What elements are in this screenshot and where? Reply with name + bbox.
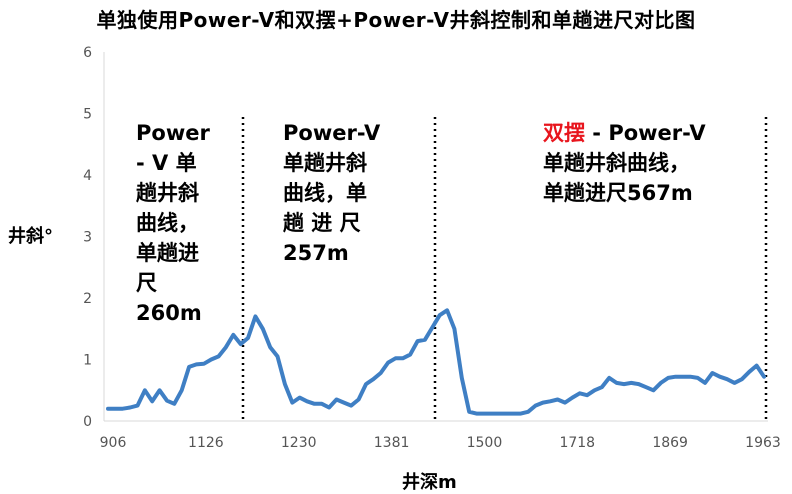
x-tick-label: 1381	[374, 435, 410, 451]
x-tick-label: 1963	[745, 435, 781, 451]
seg2-line: 曲线，单	[283, 181, 367, 205]
x-tick-labels: 906 1126 1230 1381 1500 1718 1869 1963	[100, 435, 781, 451]
x-tick-label: 1230	[281, 435, 317, 451]
seg2-line: 趟 进 尺	[283, 211, 361, 235]
y-tick-labels: 0 1 2 3 4 5 6	[83, 45, 92, 430]
seg2-line: 单趟井斜	[283, 151, 367, 175]
seg1-line: - V 单	[136, 151, 197, 175]
seg1-line: 260m	[136, 301, 202, 325]
x-tick-label: 906	[100, 435, 127, 451]
seg1-line: Power	[136, 121, 210, 145]
x-tick-label: 1869	[652, 435, 688, 451]
seg1-line: 曲线，	[136, 211, 199, 235]
seg2-line: 257m	[283, 241, 349, 265]
y-tick-label: 1	[83, 353, 92, 369]
y-tick-label: 0	[83, 414, 92, 430]
segment-annotation-2: Power-V 单趟井斜 曲线，单 趟 进 尺 257m	[283, 118, 380, 268]
y-tick-label: 2	[83, 291, 92, 307]
seg1-line: 趟井斜	[136, 181, 199, 205]
segment-annotation-1: Power - V 单 趟井斜 曲线， 单趟进 尺 260m	[136, 118, 210, 328]
x-tick-label: 1718	[559, 435, 595, 451]
y-axis-label: 井斜°	[8, 226, 53, 247]
y-tick-label: 4	[83, 168, 92, 184]
y-tick-label: 6	[83, 45, 92, 61]
x-tick-label: 1500	[467, 435, 503, 451]
seg1-line: 尺	[136, 271, 157, 295]
seg3-line: 单趟进尺567m	[543, 181, 693, 205]
seg1-line: 单趟进	[136, 241, 199, 265]
seg3-line: 单趟井斜曲线，	[543, 151, 690, 175]
y-tick-label: 3	[83, 230, 92, 246]
y-tick-label: 5	[83, 107, 92, 123]
x-axis-label: 井深m	[402, 472, 457, 493]
x-tick-label: 1126	[188, 435, 224, 451]
seg3-first-line: 双摆 - Power-V	[543, 118, 706, 148]
section-dividers	[241, 117, 768, 421]
inclination-curve	[106, 308, 766, 416]
seg3-highlight: 双摆	[543, 121, 585, 145]
chart-title: 单独使用Power-V和双摆+Power-V井斜控制和单趟进尺对比图	[96, 8, 696, 32]
segment-annotation-3: 双摆 - Power-V 单趟井斜曲线， 单趟进尺567m	[543, 118, 706, 208]
seg2-line: Power-V	[283, 121, 381, 145]
seg3-first-rest: - Power-V	[585, 121, 706, 145]
